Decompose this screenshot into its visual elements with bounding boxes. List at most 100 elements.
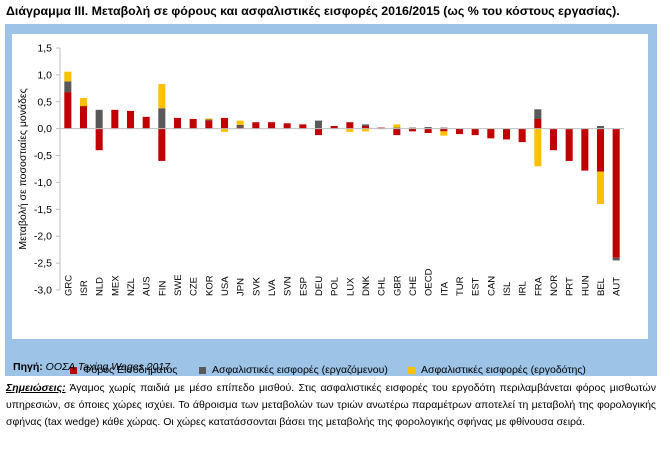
bar-segment [158, 128, 166, 161]
x-tick-label: CAN [486, 276, 497, 296]
bar-segment [612, 128, 620, 258]
bar-segment [393, 127, 401, 129]
x-tick-label: FRA [533, 276, 544, 296]
bar-segment [549, 128, 558, 151]
bar-segment [314, 120, 323, 129]
legend-swatch-income-tax [70, 366, 77, 374]
x-tick-label: ITA [439, 281, 450, 296]
bar-segment [267, 122, 276, 129]
x-tick-label: SWE [173, 274, 184, 296]
legend-swatch-employer-contributions [408, 366, 415, 374]
y-tick-label: -1,5 [34, 204, 52, 216]
bar-segment [205, 120, 213, 129]
bar-segment [142, 116, 150, 129]
x-tick-label: SVK [251, 276, 262, 296]
notes-label: Σημειώσεις: [6, 382, 66, 394]
bar-segment [487, 128, 495, 139]
plot-panel: 1,5 1,0 0,5 0,0 -0,5 -1,0 -1,5 -2,0 -2,5 -3,0 Μετα… [12, 34, 648, 376]
bar-segment [455, 128, 464, 135]
bar-segment [346, 122, 354, 129]
x-tick-label: CZE [189, 277, 200, 296]
legend-item-employer-contributions: Ασφαλιστικές εισφορές (εργοδότης) [408, 364, 586, 376]
y-tick-label: 1,0 [37, 69, 52, 81]
x-tick-label: LUX [345, 277, 356, 296]
bar-segment [220, 117, 229, 129]
bar-segment [408, 127, 417, 129]
x-tick-label: KOR [204, 275, 215, 296]
bar-segment [64, 92, 72, 129]
chart-title: Διάγραμμα ΙΙΙ. Μεταβολή σε φόρους και ασ… [6, 4, 620, 18]
x-tick-label: AUT [612, 277, 623, 296]
x-tick-label: DNK [361, 275, 372, 296]
bar-segment [158, 84, 166, 109]
notes-paragraph: Σημειώσεις: Άγαμος χωρίς παιδιά με μέσο … [6, 380, 656, 431]
source-note: Πηγή: ΟΟΣΑ Taxing Wages 2017. [13, 361, 173, 373]
bar-segment [377, 127, 385, 129]
bar-segment [596, 125, 605, 129]
notes-text: Άγαμος χωρίς παιδιά με μέσο επίπεδο μισθ… [6, 382, 656, 428]
bar-segment [189, 118, 197, 129]
x-tick-label: EST [471, 277, 482, 296]
y-tick-label: -1,0 [34, 177, 52, 189]
bar-segment [424, 127, 432, 129]
bar-segment [236, 124, 244, 128]
y-tick-label: -3,0 [34, 285, 52, 297]
x-tick-label: TUR [455, 276, 466, 296]
bar-segment [502, 128, 511, 140]
y-tick-label: -2,0 [34, 231, 52, 243]
x-tick-label: AUS [142, 276, 153, 296]
y-tick-label: 1,5 [37, 43, 52, 55]
bar-segment [158, 108, 166, 129]
bar-segment [440, 131, 448, 136]
bar-segment [64, 81, 72, 93]
source-label: Πηγή: [13, 361, 43, 373]
legend-label-employee-contributions: Ασφαλιστικές εισφορές (εργαζόμενου) [212, 364, 388, 376]
bar-segment [220, 128, 229, 132]
bar-segment [79, 98, 88, 107]
bar-segment [79, 106, 88, 129]
legend-item-employee-contributions: Ασφαλιστικές εισφορές (εργαζόμενου) [199, 364, 388, 376]
bar-segment [299, 124, 307, 129]
x-tick-label: LVA [267, 279, 278, 296]
bar-segment [252, 122, 260, 129]
bar-segment [346, 128, 354, 132]
x-tick-label: FIN [157, 281, 168, 296]
bar-segment [111, 109, 119, 129]
bar-segment [581, 128, 589, 171]
bar-segment [205, 119, 213, 121]
bar-segment [440, 127, 448, 129]
x-tick-label: USA [220, 276, 231, 296]
bar-segment [408, 128, 417, 132]
bar-segment [471, 128, 479, 136]
bar-segment [534, 128, 542, 167]
bar-segment [518, 128, 526, 143]
source-text: ΟΟΣΑ Taxing Wages 2017. [45, 361, 173, 373]
x-tick-label: BEL [596, 278, 607, 296]
bar-segment [612, 257, 620, 261]
bar-segment [596, 128, 605, 172]
x-tick-label: ISL [502, 282, 513, 296]
bar-segment [596, 171, 605, 204]
x-tick-label: HUN [580, 275, 591, 296]
bar-segment [236, 120, 244, 125]
bar-segment [173, 117, 182, 129]
y-tick-label: 0,5 [37, 96, 52, 108]
bar-segment [126, 110, 135, 129]
bar-segment [361, 124, 370, 126]
bar-segment [361, 128, 370, 132]
x-tick-label: IRL [518, 281, 529, 296]
bar-segment [314, 128, 323, 136]
x-tick-label: DEU [314, 276, 325, 296]
x-tick-label: NOR [549, 275, 560, 296]
bar-segment [534, 109, 542, 119]
legend-label-employer-contributions: Ασφαλιστικές εισφορές (εργοδότης) [421, 364, 586, 376]
bar-segment [64, 71, 72, 82]
x-tick-label: GBR [392, 275, 403, 296]
legend-swatch-employee-contributions [199, 366, 206, 374]
bar-chart: 1,5 1,0 0,5 0,0 -0,5 -1,0 -1,5 -2,0 -2,5 -3,0 Μετα… [17, 43, 624, 297]
x-tick-label: SVN [283, 276, 294, 296]
x-tick-label: CHL [377, 277, 388, 296]
x-tick-label: NLD [95, 277, 106, 296]
x-tick-label: MEX [110, 275, 121, 296]
bar-segment [95, 109, 103, 129]
